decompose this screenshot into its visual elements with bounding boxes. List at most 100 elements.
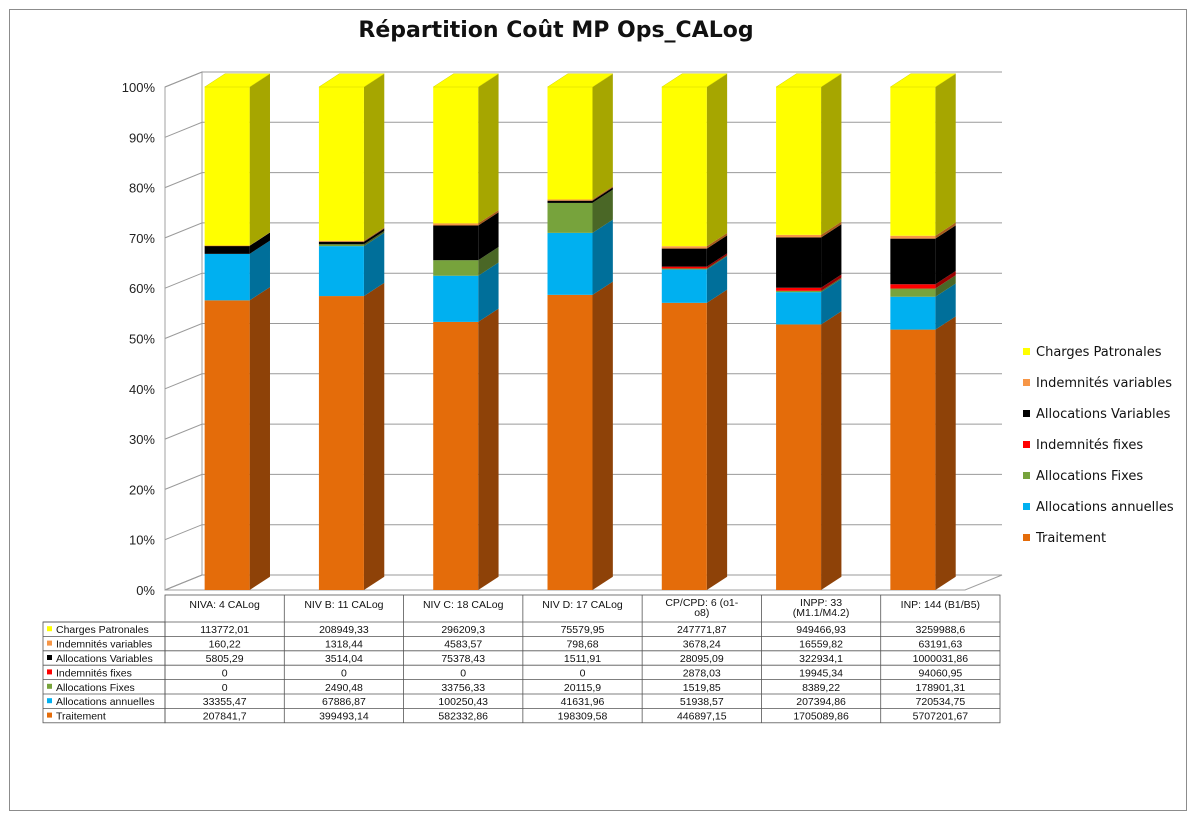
table-row-label: Allocations Fixes: [56, 682, 135, 694]
table-cell: 0: [341, 667, 347, 679]
bar-indemnites-variables: [318, 240, 364, 242]
y-tick-label: 10%: [129, 533, 155, 548]
bar-stack: [203, 73, 271, 590]
bar-stack: [318, 73, 386, 590]
table-cell: 160,22: [209, 639, 241, 651]
table-cell: 446897,15: [677, 711, 727, 723]
bar-traitement: [890, 329, 936, 590]
bar-allocations-fixes-side: [821, 277, 842, 293]
bar-traitement-side: [249, 287, 270, 590]
bar-stack: [775, 73, 843, 590]
table-header: (M1.1/M4.2): [793, 607, 850, 619]
bar-allocations-fixes-side: [935, 275, 956, 297]
bar-charges-patronales: [204, 87, 250, 246]
bar-allocations-annuelles: [318, 246, 364, 297]
table-cell: 949466,93: [796, 624, 846, 636]
table-cell: 75378,43: [441, 653, 485, 665]
bar-charges-patronales-top: [318, 73, 386, 88]
gridline: [164, 574, 1002, 591]
bar-allocations-annuelles-side: [592, 219, 613, 295]
bar-allocations-annuelles-side: [478, 262, 499, 322]
table-cell: 33756,33: [441, 682, 485, 694]
gridline: [164, 373, 1002, 390]
table-row-label: Charges Patronales: [56, 624, 149, 636]
table-row-swatch: [47, 669, 52, 675]
bar-traitement-side: [478, 308, 499, 590]
bar-allocations-fixes-side: [478, 246, 499, 276]
table-cell: 67886,87: [322, 696, 366, 708]
bar-charges-patronales-top: [203, 73, 271, 88]
table-cell: 20115,9: [564, 682, 601, 694]
y-tick-label: 0%: [136, 583, 155, 598]
table-cell: 0: [222, 682, 228, 694]
table-cell: 63191,63: [918, 639, 962, 651]
bar-allocations-variables-side: [478, 212, 499, 261]
table-header: NIV D: 17 CALog: [542, 599, 623, 611]
table-cell: 0: [580, 667, 586, 679]
table-cell: 798,68: [566, 639, 598, 651]
bar-stack: [546, 73, 614, 590]
gridline: [164, 323, 1002, 339]
bar-allocations-fixes: [547, 202, 593, 233]
table-cell: 41631,96: [561, 696, 605, 708]
table-header: NIV B: 11 CALog: [304, 599, 383, 611]
bar-traitement-side: [592, 281, 613, 590]
table-cell: 296209,3: [441, 624, 485, 636]
y-tick-label: 20%: [129, 482, 155, 497]
legend-swatch: [1023, 441, 1030, 448]
bar-traitement: [776, 324, 822, 590]
y-tick-label: 90%: [129, 130, 155, 145]
bar-indemnites-variables: [661, 246, 707, 249]
legend-label: Allocations annuelles: [1036, 500, 1174, 515]
table-row-swatch: [47, 655, 52, 660]
table-cell: 207841,7: [203, 711, 247, 723]
table-cell: 5805,29: [206, 653, 244, 665]
bar-traitement: [433, 321, 479, 590]
legend-swatch: [1023, 472, 1030, 479]
bar-indemnites-variables: [204, 245, 250, 247]
bar-charges-patronales: [661, 87, 707, 247]
bar-allocations-annuelles: [776, 292, 822, 325]
table-cell: 178901,31: [916, 682, 966, 694]
bar-allocations-annuelles-side: [821, 278, 842, 325]
bar-allocations-annuelles: [204, 253, 250, 301]
bar-charges-patronales-side: [706, 73, 728, 247]
bar-allocations-fixes-side: [592, 189, 613, 233]
table-header: o8): [694, 607, 709, 619]
bar-indemnites-fixes: [776, 287, 822, 291]
bar-traitement-side: [363, 282, 385, 590]
gridline: [164, 473, 1002, 490]
table-cell: 2490,48: [325, 682, 363, 694]
data-table: NIVA: 4 CALog NIV B: 11 CALog NIV C: 18 CA…: [42, 594, 1001, 724]
bar-indemnites-fixes: [661, 266, 707, 269]
bar-allocations-variables: [776, 237, 822, 288]
table-header: INPP: 33: [800, 597, 842, 609]
bar-indemnites-fixes-side: [821, 274, 842, 291]
bar-allocations-fixes: [776, 290, 822, 293]
bar-traitement: [661, 302, 707, 590]
y-tick-label: 40%: [129, 382, 155, 397]
table-cell: 16559,82: [799, 639, 843, 651]
bar-charges-patronales-top: [432, 73, 500, 88]
table-cell: 198309,58: [558, 711, 608, 723]
bar-charges-patronales-side: [478, 73, 499, 224]
bar-allocations-variables-side: [363, 228, 385, 245]
table-row-label: Allocations annuelles: [56, 696, 155, 708]
y-tick-label: 50%: [129, 332, 155, 347]
y-tick-label: 60%: [129, 281, 155, 296]
table-cell: 1705089,86: [793, 711, 849, 723]
table-cell: 1000031,86: [913, 653, 969, 665]
bar-charges-patronales: [776, 87, 822, 235]
table-cell: 1318,44: [325, 639, 363, 651]
bar-allocations-variables-side: [821, 224, 842, 288]
bar-charges-patronales-top: [889, 73, 957, 88]
bar-allocations-annuelles: [661, 269, 707, 303]
bar-traitement-side: [706, 289, 728, 590]
bar-allocations-variables: [433, 225, 479, 261]
bar-indemnites-variables: [776, 234, 822, 238]
y-tick-label: 30%: [129, 432, 155, 447]
bar-charges-patronales-side: [592, 73, 613, 200]
gridline: [164, 423, 1002, 440]
bar-allocations-annuelles-side: [706, 256, 728, 303]
table-cell: 113772,01: [200, 624, 249, 636]
